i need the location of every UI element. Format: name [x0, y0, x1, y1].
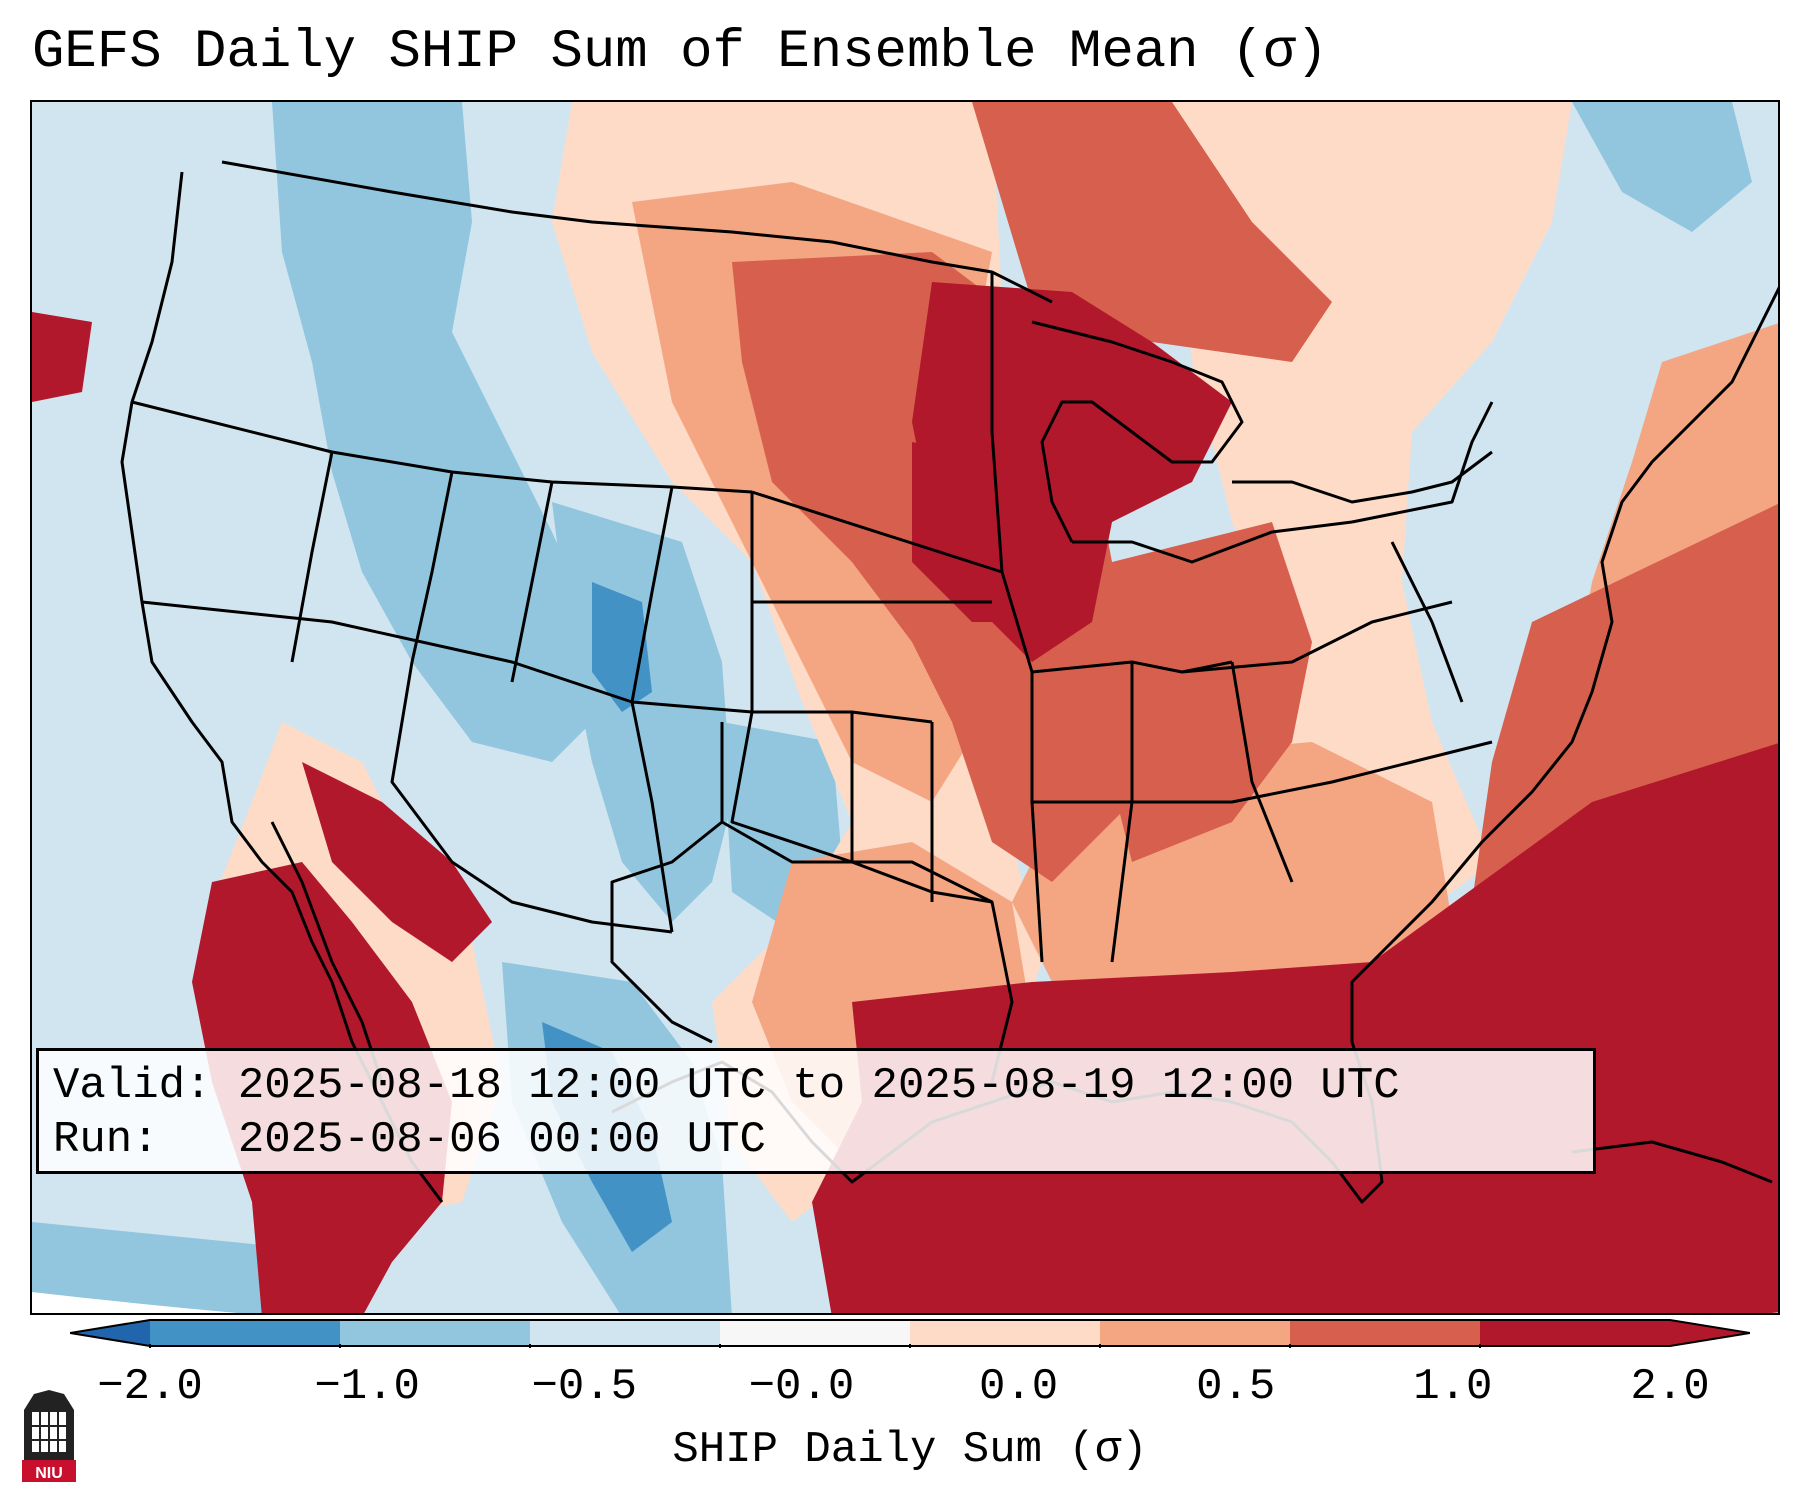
- field-red-ohio: [1102, 522, 1312, 862]
- field-blue-ne: [1572, 102, 1752, 232]
- colorbar-extend-high: [1670, 1320, 1750, 1346]
- colorbar-segment: [340, 1320, 531, 1346]
- texas-outline: [610, 722, 1014, 1083]
- run-value: 2025-08-06 00:00 UTC: [237, 1115, 766, 1165]
- colorbar: [70, 1319, 1750, 1348]
- colorbar-tick-label: −1.0: [314, 1362, 420, 1412]
- coastline-baja: [270, 821, 384, 1083]
- chart-title: GEFS Daily SHIP Sum of Ensemble Mean (σ): [32, 22, 1329, 83]
- logo-text: NIU: [35, 1465, 63, 1482]
- valid-label: Valid:: [53, 1061, 212, 1111]
- state-lines: [131, 272, 1494, 963]
- colorbar-tick-label: 1.0: [1413, 1362, 1493, 1412]
- colorbar-tick-label: 2.0: [1630, 1362, 1710, 1412]
- valid-value: 2025-08-18 12:00 UTC to 2025-08-19 12:00…: [237, 1061, 1400, 1111]
- colorbar-segment: [150, 1320, 341, 1346]
- colorbar-tick-label: 0.5: [1196, 1362, 1276, 1412]
- cuba-outline: [1571, 1140, 1773, 1184]
- colorbar-tick-label: 0.0: [978, 1362, 1059, 1412]
- colorbar-tick-label: −0.0: [748, 1362, 855, 1412]
- niu-logo: NIU: [22, 1390, 76, 1482]
- run-label: Run:: [53, 1115, 159, 1165]
- colorbar-segment: [910, 1320, 1101, 1346]
- great-lakes: [1031, 320, 1493, 543]
- field-darkred-baja: [302, 762, 492, 962]
- colorbar-segment: [1290, 1320, 1481, 1346]
- colorbar-segment: [530, 1320, 721, 1346]
- colorbar-segments: [150, 1320, 1671, 1346]
- field-darkred-iowa: [912, 442, 1072, 622]
- colorbar-segment: [720, 1320, 911, 1346]
- valid-run-box: Valid: 2025-08-18 12:00 UTC to 2025-08-1…: [36, 1048, 1596, 1174]
- colorbar-tick-label: −0.5: [531, 1362, 638, 1412]
- colorbar-tick-label: −2.0: [97, 1362, 203, 1412]
- colorbar-label: SHIP Daily Sum (σ): [672, 1425, 1148, 1475]
- border-us-canada: [221, 160, 1053, 304]
- colorbar-extend-low: [70, 1320, 150, 1346]
- field-blue-nw: [272, 102, 612, 762]
- field-darkred-pacific-spot: [32, 312, 92, 402]
- colorbar-segment: [1100, 1320, 1291, 1346]
- colorbar-segment: [1480, 1320, 1671, 1346]
